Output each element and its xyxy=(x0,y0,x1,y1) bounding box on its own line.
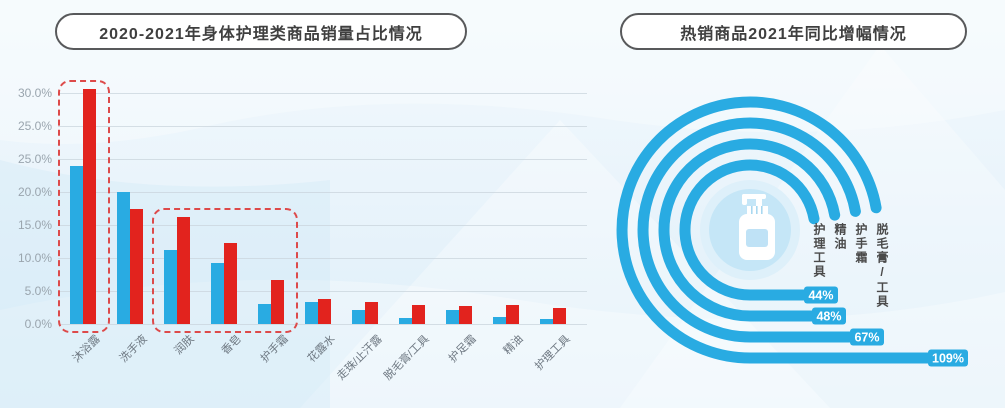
bar-2020-花露水 xyxy=(305,302,318,324)
y-gridline xyxy=(58,93,587,94)
growth-badge-value: 44% xyxy=(808,289,833,303)
y-gridline xyxy=(58,159,587,160)
growth-ring-精油 xyxy=(658,138,841,322)
y-gridline xyxy=(58,126,587,127)
y-gridline xyxy=(58,324,587,325)
bar-2020-润肤 xyxy=(164,250,177,324)
bar-2021-脱毛膏/工具 xyxy=(412,305,425,324)
left-chart-title-pill: 2020-2021年身体护理类商品销量占比情况 xyxy=(55,13,467,50)
growth-badge-value: 48% xyxy=(816,310,841,324)
y-axis-tick-label: 30.0% xyxy=(17,86,52,100)
y-axis-tick-label: 5.0% xyxy=(24,284,52,298)
highlight-dashed-box xyxy=(58,80,110,333)
ring-product-label: 脱毛膏/工具 xyxy=(875,223,889,309)
bar-2021-润肤 xyxy=(177,217,190,324)
bar-2021-香皂 xyxy=(224,243,237,324)
y-axis-tick-label: 20.0% xyxy=(17,185,52,199)
bar-2021-洗手液 xyxy=(130,209,143,324)
y-gridline xyxy=(58,192,587,193)
lotion-bottle-icon-neck-ridge xyxy=(751,206,753,215)
y-axis-tick-label: 25.0% xyxy=(17,152,52,166)
growth-badge-护理工具 xyxy=(804,286,838,304)
lotion-bottle-icon-pump-spout xyxy=(742,194,747,205)
growth-badge-value: 67% xyxy=(854,331,879,345)
bar-2021-护手霜 xyxy=(271,280,284,324)
lotion-bottle-icon-label-window xyxy=(746,229,768,247)
growth-badge-精油 xyxy=(812,307,846,325)
highlight-dashed-box xyxy=(152,208,298,333)
bar-2021-护足霜 xyxy=(459,306,472,324)
bar-2020-护理工具 xyxy=(540,319,553,324)
growth-ring-脱毛膏/工具 xyxy=(616,96,962,364)
growth-badge-value: 109% xyxy=(932,352,964,366)
ring-product-label: 精油 xyxy=(833,223,847,251)
growth-ring-护手霜 xyxy=(637,117,878,343)
left-chart-title: 2020-2021年身体护理类商品销量占比情况 xyxy=(99,25,423,43)
bar-2020-精油 xyxy=(493,317,506,324)
bar-2020-沐浴露 xyxy=(70,166,83,324)
y-gridline xyxy=(58,258,587,259)
growth-badge-脱毛膏/工具 xyxy=(928,349,968,367)
right-chart-title: 热销商品2021年同比增幅情况 xyxy=(680,25,907,43)
bar-2020-护手霜 xyxy=(258,304,271,324)
bar-2021-护理工具 xyxy=(553,308,566,324)
bar-2020-洗手液 xyxy=(117,192,130,324)
lotion-bottle-icon-pump-tube xyxy=(756,197,762,207)
bar-2020-走珠/止汗露 xyxy=(352,310,365,324)
bar-2020-脱毛膏/工具 xyxy=(399,318,412,324)
y-axis-tick-label: 0.0% xyxy=(24,317,52,331)
y-axis-tick-label: 10.0% xyxy=(17,251,52,265)
bar-2021-花露水 xyxy=(318,299,331,324)
y-gridline xyxy=(58,225,587,226)
y-gridline xyxy=(58,291,587,292)
bar-2020-香皂 xyxy=(211,263,224,324)
ring-product-label: 护手霜 xyxy=(854,223,868,265)
y-axis-tick-label: 25.0% xyxy=(17,119,52,133)
growth-ring-护理工具 xyxy=(679,159,832,301)
bar-2021-精油 xyxy=(506,305,519,324)
lotion-bottle-icon-neck-ridge xyxy=(756,206,758,215)
bar-2021-走珠/止汗露 xyxy=(365,302,378,324)
y-axis-tick-label: 15.0% xyxy=(17,218,52,232)
lotion-bottle-icon-neck-ridge xyxy=(761,206,763,215)
bar-2021-沐浴露 xyxy=(83,89,96,324)
ring-product-label: 护理工具 xyxy=(812,223,826,279)
bar-2020-护足霜 xyxy=(446,310,459,324)
growth-badge-护手霜 xyxy=(850,328,884,346)
right-chart-title-pill: 热销商品2021年同比增幅情况 xyxy=(620,13,967,50)
yoy-growth-ring-chart: 44% 48% 67% 109% xyxy=(616,96,968,367)
